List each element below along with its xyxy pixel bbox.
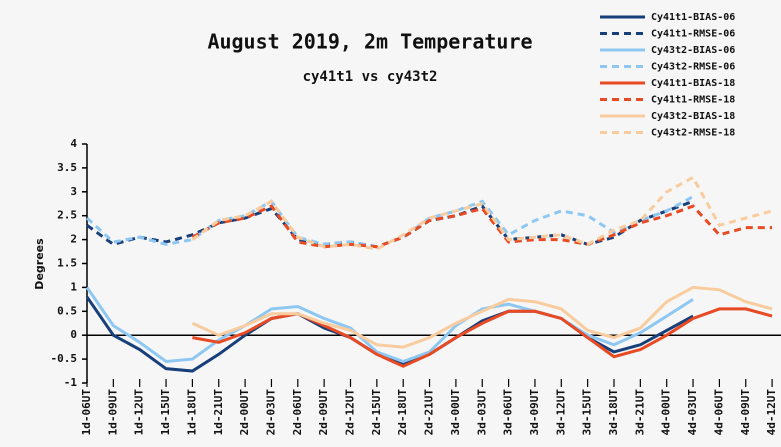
y-tick-label: 3 (70, 185, 77, 198)
x-tick-label: 3d-06UT (502, 389, 515, 436)
x-tick-label: 3d-18UT (607, 389, 620, 436)
x-tick-label: 3d-12UT (554, 389, 567, 436)
x-tick-label: 2d-03UT (264, 389, 277, 436)
legend-label: Cy41t1-BIAS-18 (651, 78, 735, 89)
x-tick-label: 4d-03UT (686, 389, 699, 436)
chart-subtitle: cy41t1 vs cy43t2 (303, 69, 438, 85)
legend-label: Cy41t1-BIAS-06 (651, 12, 735, 23)
legend-label: Cy41t1-RMSE-06 (651, 29, 735, 40)
x-tick-label: 2d-21UT (423, 389, 436, 436)
x-tick-label: 2d-06UT (291, 389, 304, 436)
y-tick-label: 4 (70, 137, 77, 150)
x-tick-label: 4d-00UT (660, 389, 673, 436)
x-tick-label: 1d-21UT (212, 389, 225, 436)
x-tick-label: 1d-18UT (185, 389, 198, 436)
series-line (85, 195, 694, 249)
legend-label: Cy43t2-RMSE-06 (651, 62, 735, 73)
legend-label: Cy41t1-RMSE-18 (651, 95, 735, 106)
y-tick-label: 1 (70, 280, 77, 293)
x-tick-label: 2d-18UT (396, 389, 409, 436)
y-tick-label: -0.5 (51, 352, 78, 365)
y-tick-label: 2.5 (57, 209, 77, 222)
x-tick-label: 4d-12UT (765, 389, 778, 436)
x-tick-label: 4d-06UT (712, 389, 725, 436)
legend-label: Cy43t2-RMSE-18 (651, 128, 735, 139)
y-tick-label: 1.5 (57, 257, 77, 270)
y-tick-label: 2 (70, 233, 77, 246)
y-tick-label: -1 (64, 376, 78, 389)
x-tick-label: 3d-09UT (528, 389, 541, 436)
x-tick-label: 3d-00UT (449, 389, 462, 436)
x-tick-label: 4d-09UT (739, 389, 752, 436)
x-tick-label: 3d-15UT (581, 389, 594, 436)
chart-title: August 2019, 2m Temperature (207, 30, 532, 54)
series-line (191, 285, 773, 349)
x-tick-label: 3d-21UT (633, 389, 646, 436)
series-line (85, 286, 694, 364)
series-line (191, 175, 773, 251)
x-tick-label: 1d-09UT (106, 389, 119, 436)
x-tick-label: 1d-06UT (80, 389, 93, 436)
legend-label: Cy43t2-BIAS-06 (651, 45, 735, 56)
y-tick-label: 0.5 (57, 304, 77, 317)
x-tick-label: 2d-12UT (344, 389, 357, 436)
series-line (192, 307, 773, 368)
x-tick-label: 2d-09UT (317, 389, 330, 436)
y-axis-label: Degrees (33, 238, 46, 290)
x-tick-label: 2d-15UT (370, 389, 383, 436)
y-tick-label: 3.5 (57, 161, 77, 174)
x-tick-label: 1d-15UT (159, 389, 172, 436)
legend-label: Cy43t2-BIAS-18 (651, 111, 735, 122)
series-line (86, 199, 694, 249)
x-tick-label: 1d-12UT (133, 389, 146, 436)
x-tick-label: 3d-03UT (475, 389, 488, 436)
x-tick-label: 2d-00UT (238, 389, 251, 436)
y-tick-label: 0 (70, 328, 77, 341)
